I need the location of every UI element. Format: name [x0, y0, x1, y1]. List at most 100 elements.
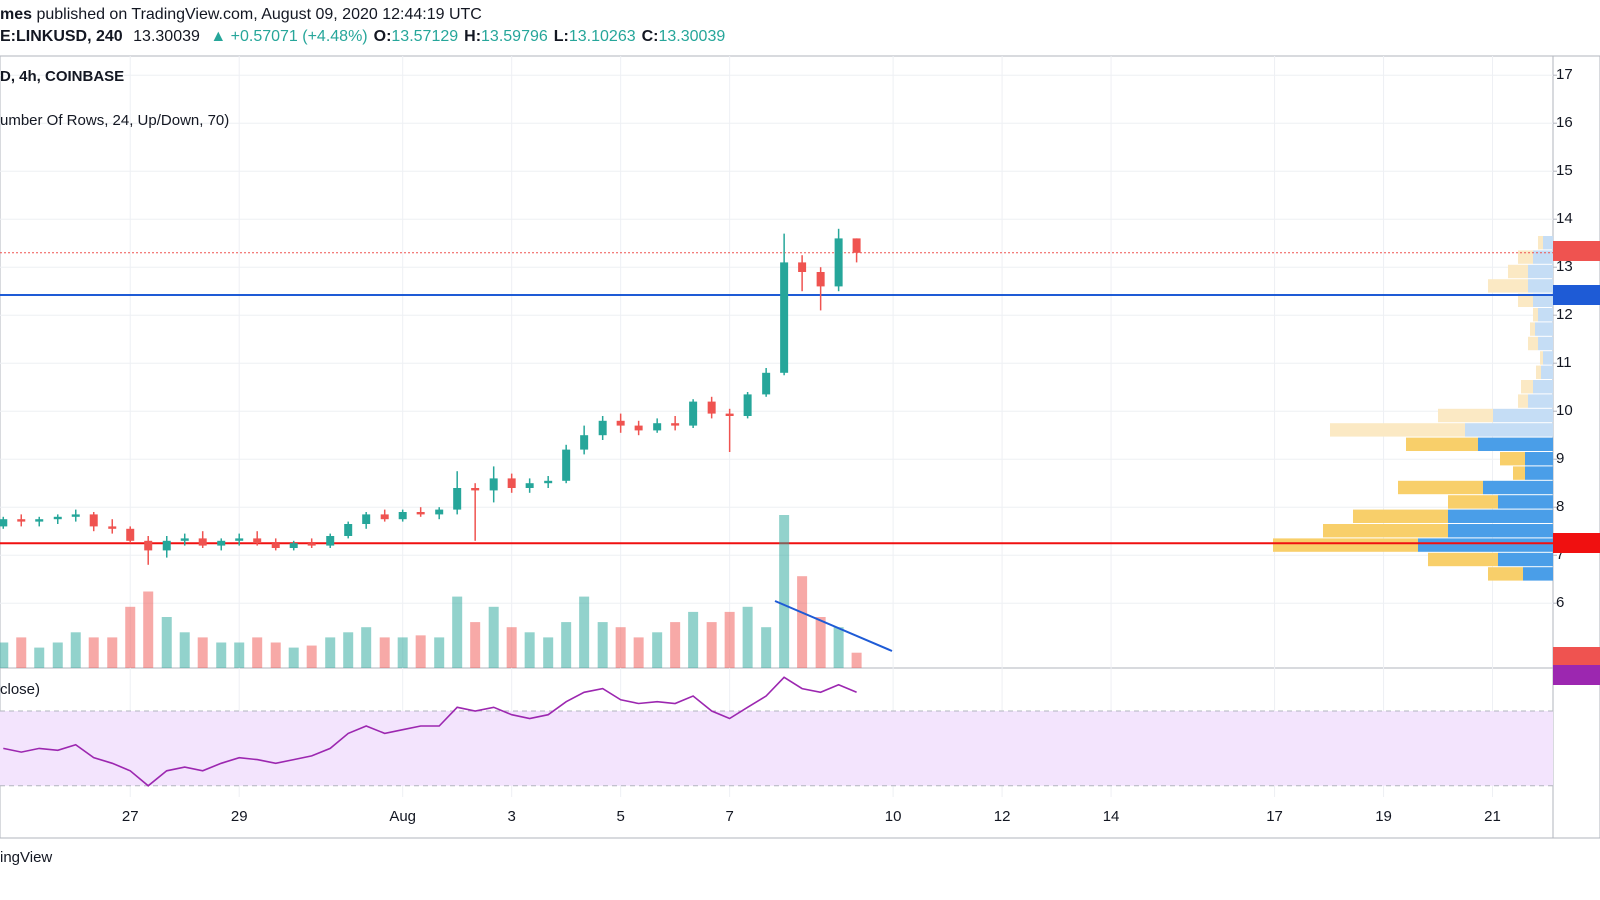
grid: 27 29 Aug 3 5 7 10 12 14 17 19 21 6 7 8 9 10 11 12 13 14 15 16… [0, 56, 1573, 825]
volume-bar [524, 632, 535, 668]
profile-down [1488, 567, 1523, 581]
volume-bar [579, 596, 590, 668]
y-tick-label: 11 [1556, 354, 1572, 371]
x-tick-label: Aug [389, 808, 416, 825]
volume-bar [179, 632, 190, 668]
candle-body [653, 423, 662, 431]
y-tick-label: 6 [1556, 594, 1564, 611]
x-tick-label: 5 [616, 808, 624, 825]
profile-down [1353, 509, 1448, 523]
profile-down [1528, 336, 1538, 351]
ohlc-value: 13.30039 [659, 28, 726, 45]
volume-bar [379, 637, 390, 668]
profile-down [1521, 380, 1533, 394]
volume-bar [833, 627, 844, 668]
candle-body [198, 538, 207, 546]
profile-up [1543, 351, 1553, 365]
volume-bar [633, 637, 644, 668]
y-tick-label: 16 [1556, 114, 1573, 131]
profile-up [1525, 466, 1553, 480]
x-tick-label: 14 [1103, 808, 1120, 825]
profile-down [1538, 236, 1543, 250]
candle-body [416, 512, 425, 515]
volume-bar [452, 596, 463, 668]
volume-bar [761, 627, 772, 668]
candle-body [616, 420, 625, 426]
rsi-badge [1553, 665, 1600, 685]
profile-legend: umber Of Rows, 24, Up/Down, 70) [0, 112, 229, 129]
candle-body [271, 543, 280, 548]
volume-bar [797, 576, 808, 668]
profile-down [1540, 351, 1543, 365]
profile-down [1273, 538, 1418, 552]
candle-body [816, 272, 825, 287]
profile-up [1448, 524, 1553, 538]
candle-body [453, 488, 462, 510]
candle-body [798, 262, 807, 272]
profile-down [1513, 466, 1525, 480]
profile-down [1428, 552, 1498, 567]
candle-body [326, 536, 335, 546]
profile-down [1438, 408, 1493, 423]
candle-body [580, 435, 589, 450]
candle-body [780, 262, 789, 373]
ohlc-value: 13.59796 [481, 28, 548, 45]
ohlc-label: L: [554, 28, 569, 45]
candle-body [71, 514, 80, 517]
volume-bar [724, 611, 735, 668]
candle-body [507, 478, 516, 488]
level-badge [1553, 533, 1600, 553]
volume-bar [615, 627, 626, 668]
volume-bar [652, 632, 663, 668]
ohlc-value: 13.10263 [569, 28, 636, 45]
y-tick-label: 17 [1556, 66, 1573, 83]
candle-body [180, 538, 189, 541]
volume-bar [597, 622, 608, 668]
candle-body [35, 519, 44, 522]
profile-down [1448, 495, 1498, 509]
change: ▲ +0.57071 (+4.48%) [210, 28, 367, 45]
candle-body [53, 516, 62, 520]
profile-down [1533, 308, 1538, 322]
profile-up [1538, 308, 1553, 322]
volume-bar [488, 606, 499, 668]
ohlc-value: 13.57129 [391, 28, 458, 45]
x-tick-label: 3 [508, 808, 516, 825]
ohlc-label: O: [374, 28, 392, 45]
ohlc-label: C: [642, 28, 659, 45]
profile-up [1535, 322, 1553, 336]
level-badge [1553, 285, 1600, 305]
x-tick-label: 7 [725, 808, 733, 825]
trend-line [774, 600, 893, 652]
volume-bar [216, 642, 227, 668]
profile-up [1533, 250, 1553, 264]
volume-bar [197, 637, 208, 668]
volume-bar [434, 637, 445, 668]
profile-up [1523, 567, 1553, 581]
publisher: mes [0, 6, 32, 23]
volume-bar [52, 642, 63, 668]
candle-body [671, 423, 680, 426]
candle-body [362, 514, 371, 524]
candle-body [307, 543, 316, 546]
candle-body [217, 540, 226, 546]
rsi-band [0, 711, 1553, 786]
volume-bar [270, 642, 281, 668]
rsi-legend: close) [0, 681, 40, 698]
volume-bar [343, 632, 354, 668]
candle-body [743, 394, 752, 416]
candle-body [707, 401, 716, 414]
profile-up [1541, 365, 1553, 379]
frame [0, 55, 1600, 839]
volume-bar [670, 622, 681, 668]
candle-body [144, 540, 153, 551]
profile-down [1518, 394, 1528, 408]
candle-body [598, 420, 607, 436]
rsi-line [3, 676, 857, 787]
candle-body [17, 519, 26, 522]
x-tick-label: 19 [1375, 808, 1392, 825]
profile-up [1528, 279, 1553, 293]
profile-down [1508, 264, 1528, 279]
